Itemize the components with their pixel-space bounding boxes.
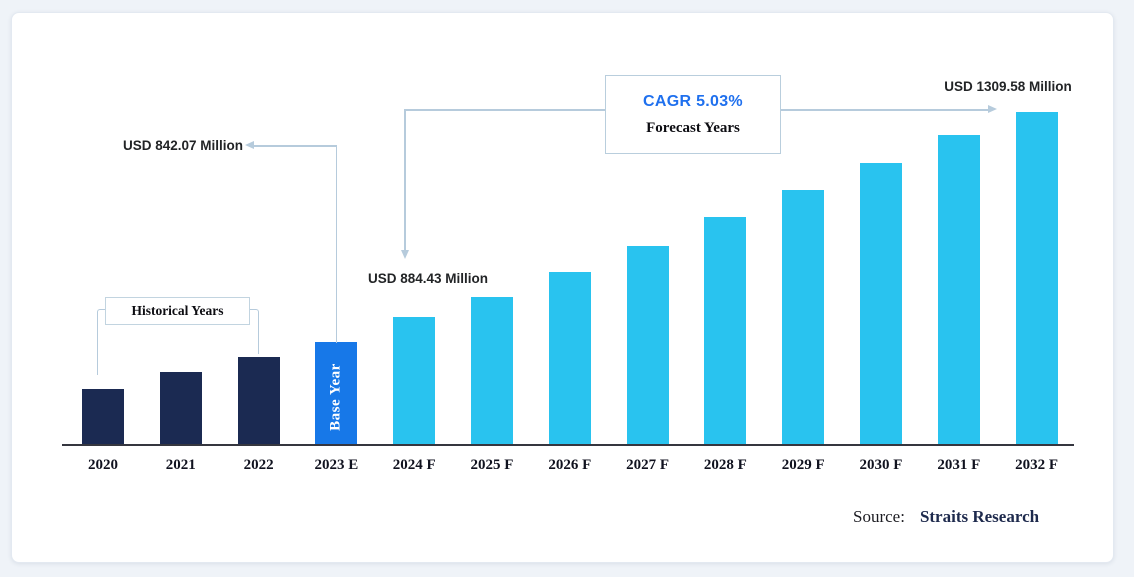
x-axis-label-2023-e: 2023 E: [314, 457, 359, 473]
bar-2030-f: [860, 163, 902, 444]
bar-2024-f: [393, 317, 436, 444]
cagr-value: CAGR 5.03%: [643, 92, 743, 110]
x-axis-label-2024-f: 2024 F: [392, 457, 436, 473]
arrow-right-icon: [988, 105, 997, 113]
connector-2023-horizontal: [254, 145, 337, 147]
x-axis-label-2030-f: 2030 F: [859, 457, 903, 473]
value-label-2023: USD 842.07 Million: [122, 138, 243, 153]
bar-2031-f: [937, 135, 980, 444]
value-label-2032: USD 1309.58 Million: [944, 79, 1072, 94]
cagr-annotation-box: CAGR 5.03% Forecast Years: [605, 75, 781, 154]
x-axis-label-2031-f: 2031 F: [937, 457, 981, 473]
value-label-2024: USD 884.43 Million: [367, 271, 489, 286]
bar-2022: [237, 357, 280, 444]
x-axis-label-2032-f: 2032 F: [1015, 457, 1059, 473]
source-attribution: Source: Straits Research: [853, 507, 1039, 527]
bar-2021: [159, 372, 202, 444]
historical-years-box: Historical Years: [105, 297, 250, 325]
connector-2024-vertical: [404, 109, 406, 251]
x-axis-label-2022: 2022: [243, 457, 274, 473]
x-axis-label-2028-f: 2028 F: [703, 457, 747, 473]
bar-2023-e: [315, 342, 358, 444]
bar-2032-f: [1015, 112, 1058, 444]
x-axis-label-2026-f: 2026 F: [548, 457, 592, 473]
x-axis-label-2021: 2021: [165, 457, 196, 473]
x-axis-label-2025-f: 2025 F: [470, 457, 514, 473]
bar-2025-f: [471, 297, 513, 444]
source-name: Straits Research: [919, 507, 1040, 526]
bar-2026-f: [548, 272, 591, 444]
x-axis-line: [62, 444, 1074, 446]
bar-2020: [82, 389, 124, 444]
forecast-years-label: Forecast Years: [646, 119, 740, 136]
x-axis-label-2029-f: 2029 F: [781, 457, 825, 473]
connector-cagr-right: [779, 109, 988, 111]
bar-2029-f: [782, 190, 825, 444]
x-axis-label-2020: 2020: [88, 457, 118, 473]
historical-bracket-left: [97, 309, 107, 375]
base-year-label: Base Year: [327, 363, 344, 431]
connector-cagr-left: [404, 109, 605, 111]
bar-2027-f: [626, 246, 669, 444]
historical-bracket-right: [248, 309, 259, 354]
connector-2023-vertical: [335, 145, 337, 343]
arrow-down-icon: [400, 250, 409, 259]
arrow-left-icon: [245, 141, 254, 149]
x-axis-label-2027-f: 2027 F: [626, 457, 670, 473]
source-prefix: Source:: [853, 507, 905, 526]
historical-years-label: Historical Years: [131, 303, 224, 318]
bar-2028-f: [704, 217, 747, 444]
